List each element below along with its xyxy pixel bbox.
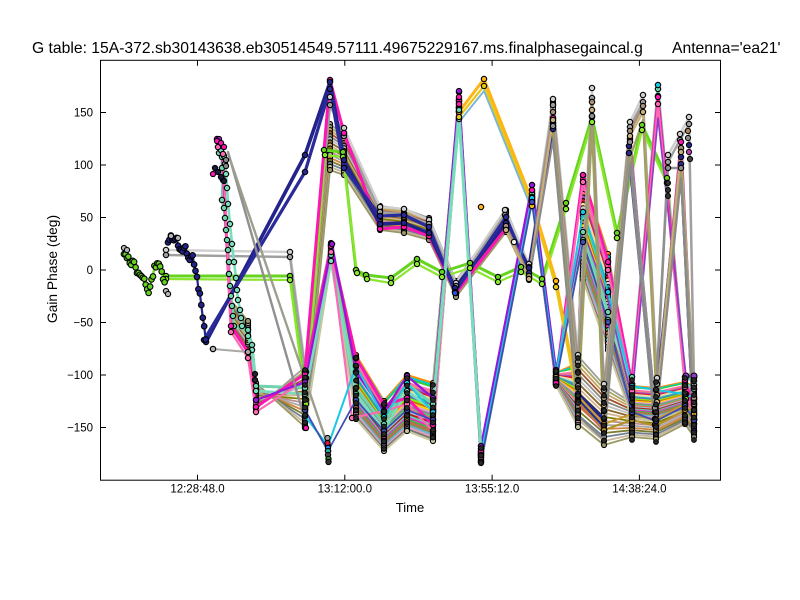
svg-text:Antenna='ea21': Antenna='ea21' <box>672 40 781 57</box>
svg-text:Gain Phase (deg): Gain Phase (deg) <box>45 215 60 323</box>
svg-text:0: 0 <box>87 265 93 277</box>
svg-text:100: 100 <box>74 160 93 172</box>
svg-text:Time: Time <box>396 500 424 515</box>
svg-text:50: 50 <box>80 213 93 225</box>
svg-text:−100: −100 <box>67 370 93 382</box>
svg-text:−150: −150 <box>67 423 93 435</box>
svg-text:13:12:00.0: 13:12:00.0 <box>318 484 372 496</box>
svg-text:12:28:48.0: 12:28:48.0 <box>170 484 224 496</box>
svg-text:150: 150 <box>74 108 93 120</box>
svg-text:−50: −50 <box>73 318 93 330</box>
svg-text:G table: 15A-372.sb30143638.eb: G table: 15A-372.sb30143638.eb30514549.5… <box>32 40 643 57</box>
svg-text:14:38:24.0: 14:38:24.0 <box>612 484 666 496</box>
svg-text:13:55:12.0: 13:55:12.0 <box>465 484 519 496</box>
